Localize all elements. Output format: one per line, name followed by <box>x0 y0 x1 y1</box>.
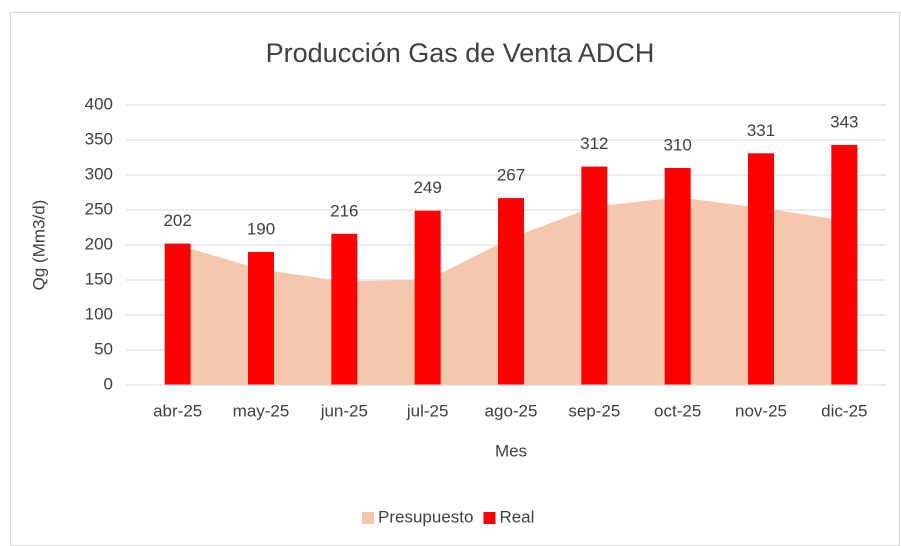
bar <box>498 198 524 385</box>
y-tick-label: 200 <box>85 234 113 253</box>
x-axis-label: Mes <box>495 441 527 460</box>
data-label: 331 <box>747 121 775 140</box>
y-tick-label: 50 <box>94 339 113 358</box>
data-label: 216 <box>330 201 358 220</box>
bar <box>164 243 191 385</box>
y-tick-label: 100 <box>85 304 113 323</box>
x-tick-label: may-25 <box>233 401 290 420</box>
x-tick-label: abr-25 <box>153 401 202 420</box>
y-tick-label: 300 <box>85 164 113 183</box>
legend-swatch <box>362 512 374 524</box>
data-label: 202 <box>163 211 191 230</box>
x-tick-label: sep-25 <box>568 401 620 420</box>
y-axis-label: Qg (Mm3/d) <box>29 200 48 291</box>
x-tick-label: jul-25 <box>406 401 449 420</box>
y-tick-label: 350 <box>85 129 113 148</box>
bar <box>831 144 858 385</box>
x-tick-label: jun-25 <box>320 401 368 420</box>
data-label: 310 <box>663 135 691 154</box>
data-label: 249 <box>413 178 441 197</box>
x-tick-label: ago-25 <box>485 401 538 420</box>
data-label: 343 <box>830 112 858 131</box>
bar <box>664 168 691 385</box>
bar <box>248 252 274 385</box>
y-tick-label: 150 <box>85 269 113 288</box>
y-tick-label: 250 <box>85 199 113 218</box>
chart-title: Producción Gas de Venta ADCH <box>266 38 655 68</box>
data-label: 312 <box>580 134 608 153</box>
bar <box>331 233 358 385</box>
legend-swatch <box>483 512 496 524</box>
x-tick-label: oct-25 <box>654 401 701 420</box>
x-tick-label: dic-25 <box>821 401 867 420</box>
x-tick-label: nov-25 <box>735 401 787 420</box>
y-tick-label: 0 <box>104 374 113 393</box>
bar <box>414 210 441 385</box>
bar <box>581 166 608 385</box>
legend-label: Presupuesto <box>378 507 473 526</box>
data-label: 190 <box>247 219 275 238</box>
bar <box>748 153 774 385</box>
data-label: 267 <box>497 166 525 185</box>
legend-label: Real <box>499 507 534 526</box>
y-tick-label: 400 <box>85 94 113 113</box>
